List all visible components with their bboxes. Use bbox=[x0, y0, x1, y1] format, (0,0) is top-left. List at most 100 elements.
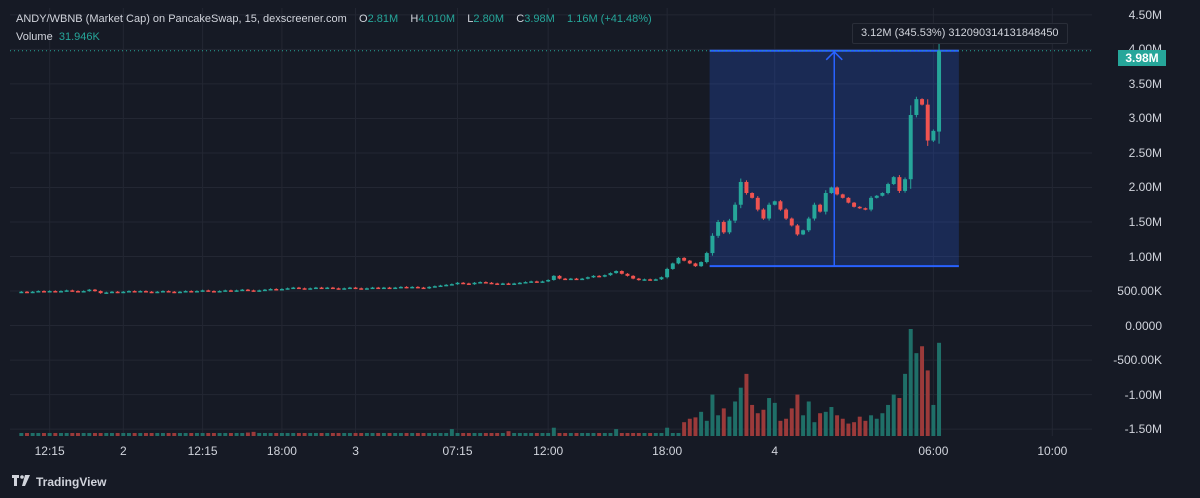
volume-bar bbox=[704, 420, 709, 436]
candle-body bbox=[183, 291, 188, 293]
volume-bar bbox=[880, 413, 885, 436]
volume-bar bbox=[121, 433, 126, 436]
candle-body bbox=[540, 281, 545, 283]
volume-bar bbox=[546, 433, 551, 436]
candle-body bbox=[591, 275, 596, 278]
low-value: 2.80M bbox=[473, 13, 504, 25]
candle-body bbox=[444, 284, 449, 287]
candle-body bbox=[262, 289, 267, 292]
volume-bar bbox=[211, 433, 216, 436]
volume-bar bbox=[228, 433, 233, 436]
volume-bar bbox=[98, 433, 103, 436]
volume-bar bbox=[223, 433, 228, 436]
volume-bar bbox=[631, 433, 636, 436]
candle-body bbox=[126, 291, 131, 293]
candle-body bbox=[869, 197, 874, 210]
y-tick-label: 3.50M bbox=[1128, 76, 1162, 91]
candle-body bbox=[687, 260, 692, 264]
volume-bar bbox=[540, 433, 545, 436]
candle-body bbox=[670, 263, 675, 269]
brand-name: TradingView bbox=[36, 475, 107, 489]
candle-body bbox=[835, 187, 840, 195]
candle-body bbox=[268, 288, 273, 291]
candle-body bbox=[104, 292, 109, 294]
candle-body bbox=[285, 288, 290, 290]
candle-body bbox=[546, 279, 551, 282]
candle-body bbox=[863, 208, 868, 210]
volume-bar bbox=[608, 433, 613, 436]
volume-bar bbox=[189, 433, 194, 436]
candle-body bbox=[755, 197, 760, 210]
y-tick-label: 2.50M bbox=[1128, 145, 1162, 160]
candle-body bbox=[75, 291, 80, 293]
volume-bar bbox=[693, 417, 698, 436]
volume-bar bbox=[404, 433, 409, 436]
candle-body bbox=[410, 286, 415, 289]
candle-body bbox=[155, 291, 160, 294]
candle-body bbox=[721, 222, 726, 233]
candle-body bbox=[852, 202, 857, 207]
candle-body bbox=[172, 291, 177, 294]
volume-bar bbox=[857, 416, 862, 436]
volume-bar bbox=[682, 422, 687, 436]
volume-bar bbox=[64, 433, 69, 436]
volume-bar bbox=[251, 431, 256, 436]
volume-bar bbox=[574, 433, 579, 436]
candle-body bbox=[30, 291, 35, 294]
candle-body bbox=[143, 291, 148, 293]
volume-bar bbox=[427, 433, 432, 436]
chart-canvas[interactable] bbox=[0, 0, 1200, 466]
volume-bar bbox=[143, 433, 148, 436]
candle-body bbox=[789, 218, 794, 226]
measure-label: 3.12M (345.53%) 312090314131848450 bbox=[852, 23, 1068, 44]
footer bbox=[0, 466, 1200, 498]
candle-body bbox=[138, 291, 143, 293]
volume-bar bbox=[359, 433, 364, 436]
candle-body bbox=[495, 283, 500, 285]
candle-body bbox=[523, 282, 528, 284]
volume-bar bbox=[421, 433, 426, 436]
candle-body bbox=[432, 286, 437, 288]
volume-bar bbox=[347, 433, 352, 436]
volume-label: Volume bbox=[16, 31, 53, 43]
measure-tool[interactable] bbox=[709, 49, 959, 268]
candle-body bbox=[897, 177, 902, 191]
x-tick-label: 10:00 bbox=[1037, 444, 1068, 458]
candle-body bbox=[733, 204, 738, 221]
volume-bar bbox=[132, 433, 137, 436]
candle-body bbox=[398, 286, 403, 289]
candle-body bbox=[438, 285, 443, 288]
volume-bar bbox=[835, 415, 840, 436]
volume-bar bbox=[30, 433, 35, 436]
volume-bar bbox=[495, 433, 500, 436]
volume-bar bbox=[410, 433, 415, 436]
tradingview-logo[interactable]: TradingView bbox=[12, 475, 106, 489]
candle-body bbox=[42, 291, 46, 293]
volume-bar bbox=[585, 433, 590, 436]
volume-bar bbox=[761, 409, 766, 436]
volume-bar bbox=[597, 433, 602, 436]
volume-bar bbox=[438, 433, 443, 436]
volume-bar bbox=[155, 433, 160, 436]
candle-body bbox=[738, 181, 743, 205]
volume-bar bbox=[500, 433, 505, 436]
volume-bar bbox=[70, 433, 75, 436]
volume-bar bbox=[415, 433, 420, 436]
volume-bar bbox=[580, 433, 585, 436]
candle-body bbox=[313, 287, 318, 290]
volume-bar bbox=[891, 394, 896, 436]
volume-bar bbox=[755, 413, 760, 436]
volume-bar bbox=[863, 420, 868, 436]
volume-bar bbox=[642, 433, 647, 436]
candle-body bbox=[823, 193, 828, 212]
y-tick-label: -1.50M bbox=[1124, 422, 1162, 437]
candle-body bbox=[784, 209, 789, 219]
candle-body bbox=[466, 283, 471, 285]
volume-bar bbox=[87, 433, 92, 436]
candle-body bbox=[217, 291, 222, 293]
candle-body bbox=[376, 287, 381, 290]
candle-body bbox=[393, 287, 398, 290]
candle-body bbox=[19, 291, 24, 294]
volume-bar bbox=[42, 433, 46, 436]
candle-body bbox=[70, 290, 75, 292]
